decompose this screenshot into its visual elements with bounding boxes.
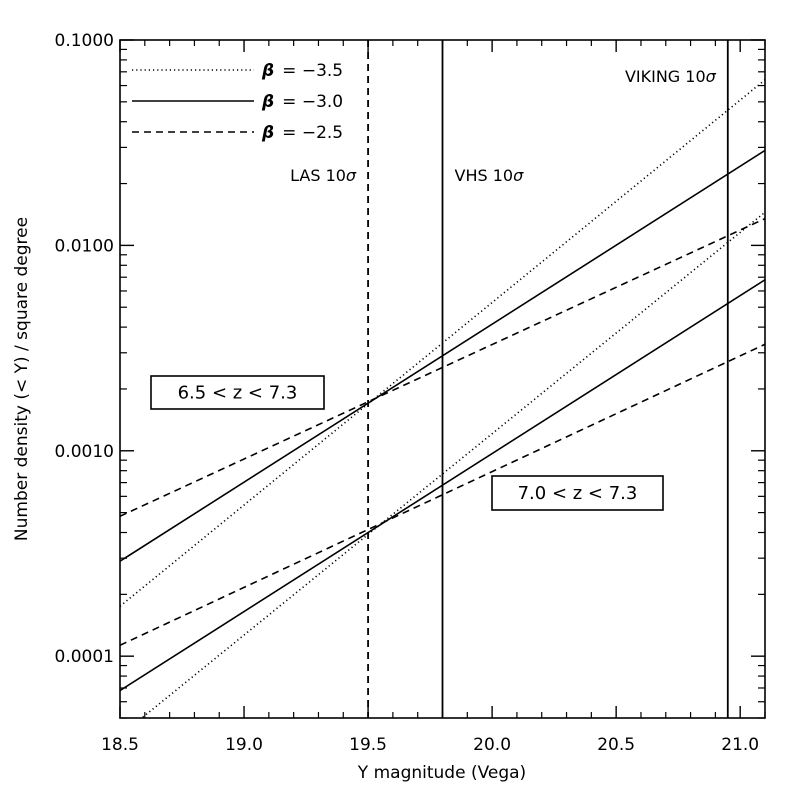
- x-axis-label: Y magnitude (Vega): [357, 763, 526, 783]
- legend: β = −3.5 β = −3.0 β = −2.5: [132, 61, 343, 143]
- y-tick-label: 0.0010: [55, 442, 114, 462]
- x-tick-label: 19.0: [225, 735, 263, 755]
- legend-label-beta-3.0: β = −3.0: [261, 92, 343, 112]
- legend-label-beta-3.5: β = −3.5: [261, 61, 343, 81]
- y-tick-label: 0.0001: [55, 647, 114, 667]
- axes: 18.5 19.0 19.5 20.0 20.5 21.0 0.0001 0.0010 0.01…: [55, 31, 766, 755]
- x-tick-label: 19.5: [349, 735, 387, 755]
- legend-label-beta-2.5: β = −2.5: [261, 123, 343, 143]
- y-tick-label: 0.0100: [55, 236, 114, 256]
- redshift-bin-box-1: [150, 375, 325, 410]
- series-line-bin2-beta-2.5: [120, 343, 765, 646]
- depth-limit-label-2: VHS 10σ: [455, 166, 525, 185]
- depth-limit-label-1: LAS 10σ: [290, 166, 357, 185]
- redshift-bin-label-1: 6.5 < z < 7.3: [178, 383, 298, 404]
- redshift-bin-box-2: [491, 475, 664, 511]
- x-tick-label: 18.5: [101, 735, 139, 755]
- x-tick-label: 20.0: [473, 735, 511, 755]
- y-axis-label: Number density (< Y) / square degree: [12, 217, 32, 541]
- redshift-bin-label-2: 7.0 < z < 7.3: [518, 483, 638, 504]
- depth-limit-label-3: VIKING 10σ: [625, 67, 717, 86]
- x-tick-label: 21.0: [721, 735, 759, 755]
- depth-limit-lines: [367, 40, 729, 718]
- series-line-bin1-beta-2.5: [120, 217, 765, 517]
- y-tick-label: 0.1000: [55, 31, 114, 51]
- x-tick-label: 20.5: [597, 735, 635, 755]
- annotations: LAS 10σ VHS 10σ VIKING 10σ 6.5 < z < 7.3 7.0…: [150, 67, 717, 511]
